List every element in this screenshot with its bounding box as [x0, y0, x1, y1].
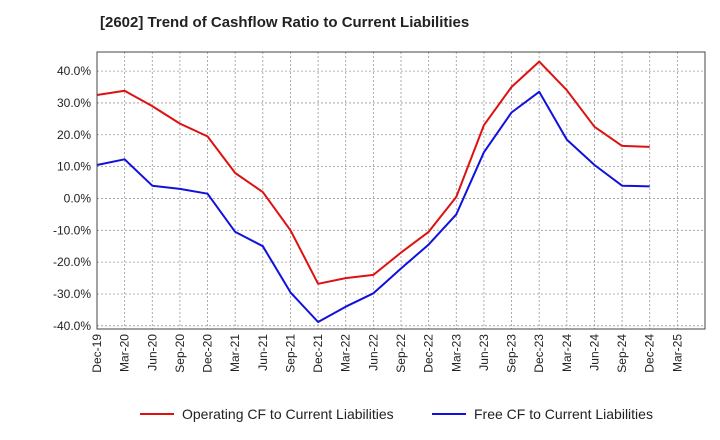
- y-tick-label: 20.0%: [57, 128, 91, 142]
- x-tick-label: Sep-21: [283, 334, 297, 373]
- x-tick-label: Sep-24: [615, 334, 629, 373]
- x-tick-label: Sep-23: [505, 334, 519, 373]
- y-tick-label: 40.0%: [57, 64, 91, 78]
- x-tick-label: Dec-22: [422, 334, 436, 373]
- x-tick-label: Jun-24: [587, 334, 601, 371]
- grid-layer: [97, 52, 705, 329]
- x-tick-label: Mar-24: [560, 334, 574, 372]
- x-tick-label: Dec-24: [643, 334, 657, 373]
- series-line-2: [96, 90, 650, 323]
- series-line-1: [96, 60, 650, 285]
- plot-background: [97, 52, 705, 329]
- y-tick-label: 0.0%: [64, 191, 92, 205]
- series-layer: [96, 60, 650, 323]
- y-axis-tick-labels: 40.0% 30.0% 20.0% 10.0% 0.0% -10.0% -20.0% -30.…: [53, 64, 91, 333]
- x-tick-label: Jun-21: [256, 334, 270, 371]
- x-tick-label: Sep-20: [173, 334, 187, 373]
- legend-label-1: Operating CF to Current Liabilities: [182, 406, 394, 422]
- x-tick-label: Mar-25: [670, 334, 684, 372]
- x-tick-label: Jun-23: [477, 334, 491, 371]
- y-tick-label: -40.0%: [53, 319, 91, 333]
- x-tick-label: Dec-20: [201, 334, 215, 373]
- legend-label-2: Free CF to Current Liabilities: [474, 406, 653, 422]
- x-tick-label: Jun-22: [366, 334, 380, 371]
- x-axis-tick-labels: Dec-19 Mar-20 Jun-20 Sep-20 Dec-20 Mar-21 Jun-…: [90, 334, 684, 373]
- y-tick-label: 10.0%: [57, 160, 91, 174]
- x-tick-label: Jun-20: [145, 334, 159, 371]
- y-tick-label: -20.0%: [53, 255, 91, 269]
- x-tick-label: Mar-23: [449, 334, 463, 372]
- x-tick-label: Dec-23: [532, 334, 546, 373]
- y-tick-label: -10.0%: [53, 223, 91, 237]
- y-tick-label: 30.0%: [57, 96, 91, 110]
- plot-frame: [96, 51, 706, 330]
- x-tick-label: Mar-21: [228, 334, 242, 372]
- x-tick-label: Mar-20: [118, 334, 132, 372]
- legend: Operating CF to Current Liabilities Free …: [140, 406, 653, 422]
- x-tick-label: Sep-22: [394, 334, 408, 373]
- y-tick-label: -30.0%: [53, 287, 91, 301]
- x-tick-label: Dec-21: [311, 334, 325, 373]
- x-tick-label: Mar-22: [339, 334, 353, 372]
- chart-title: [2602] Trend of Cashflow Ratio to Curren…: [100, 14, 470, 31]
- x-tick-label: Dec-19: [90, 334, 104, 373]
